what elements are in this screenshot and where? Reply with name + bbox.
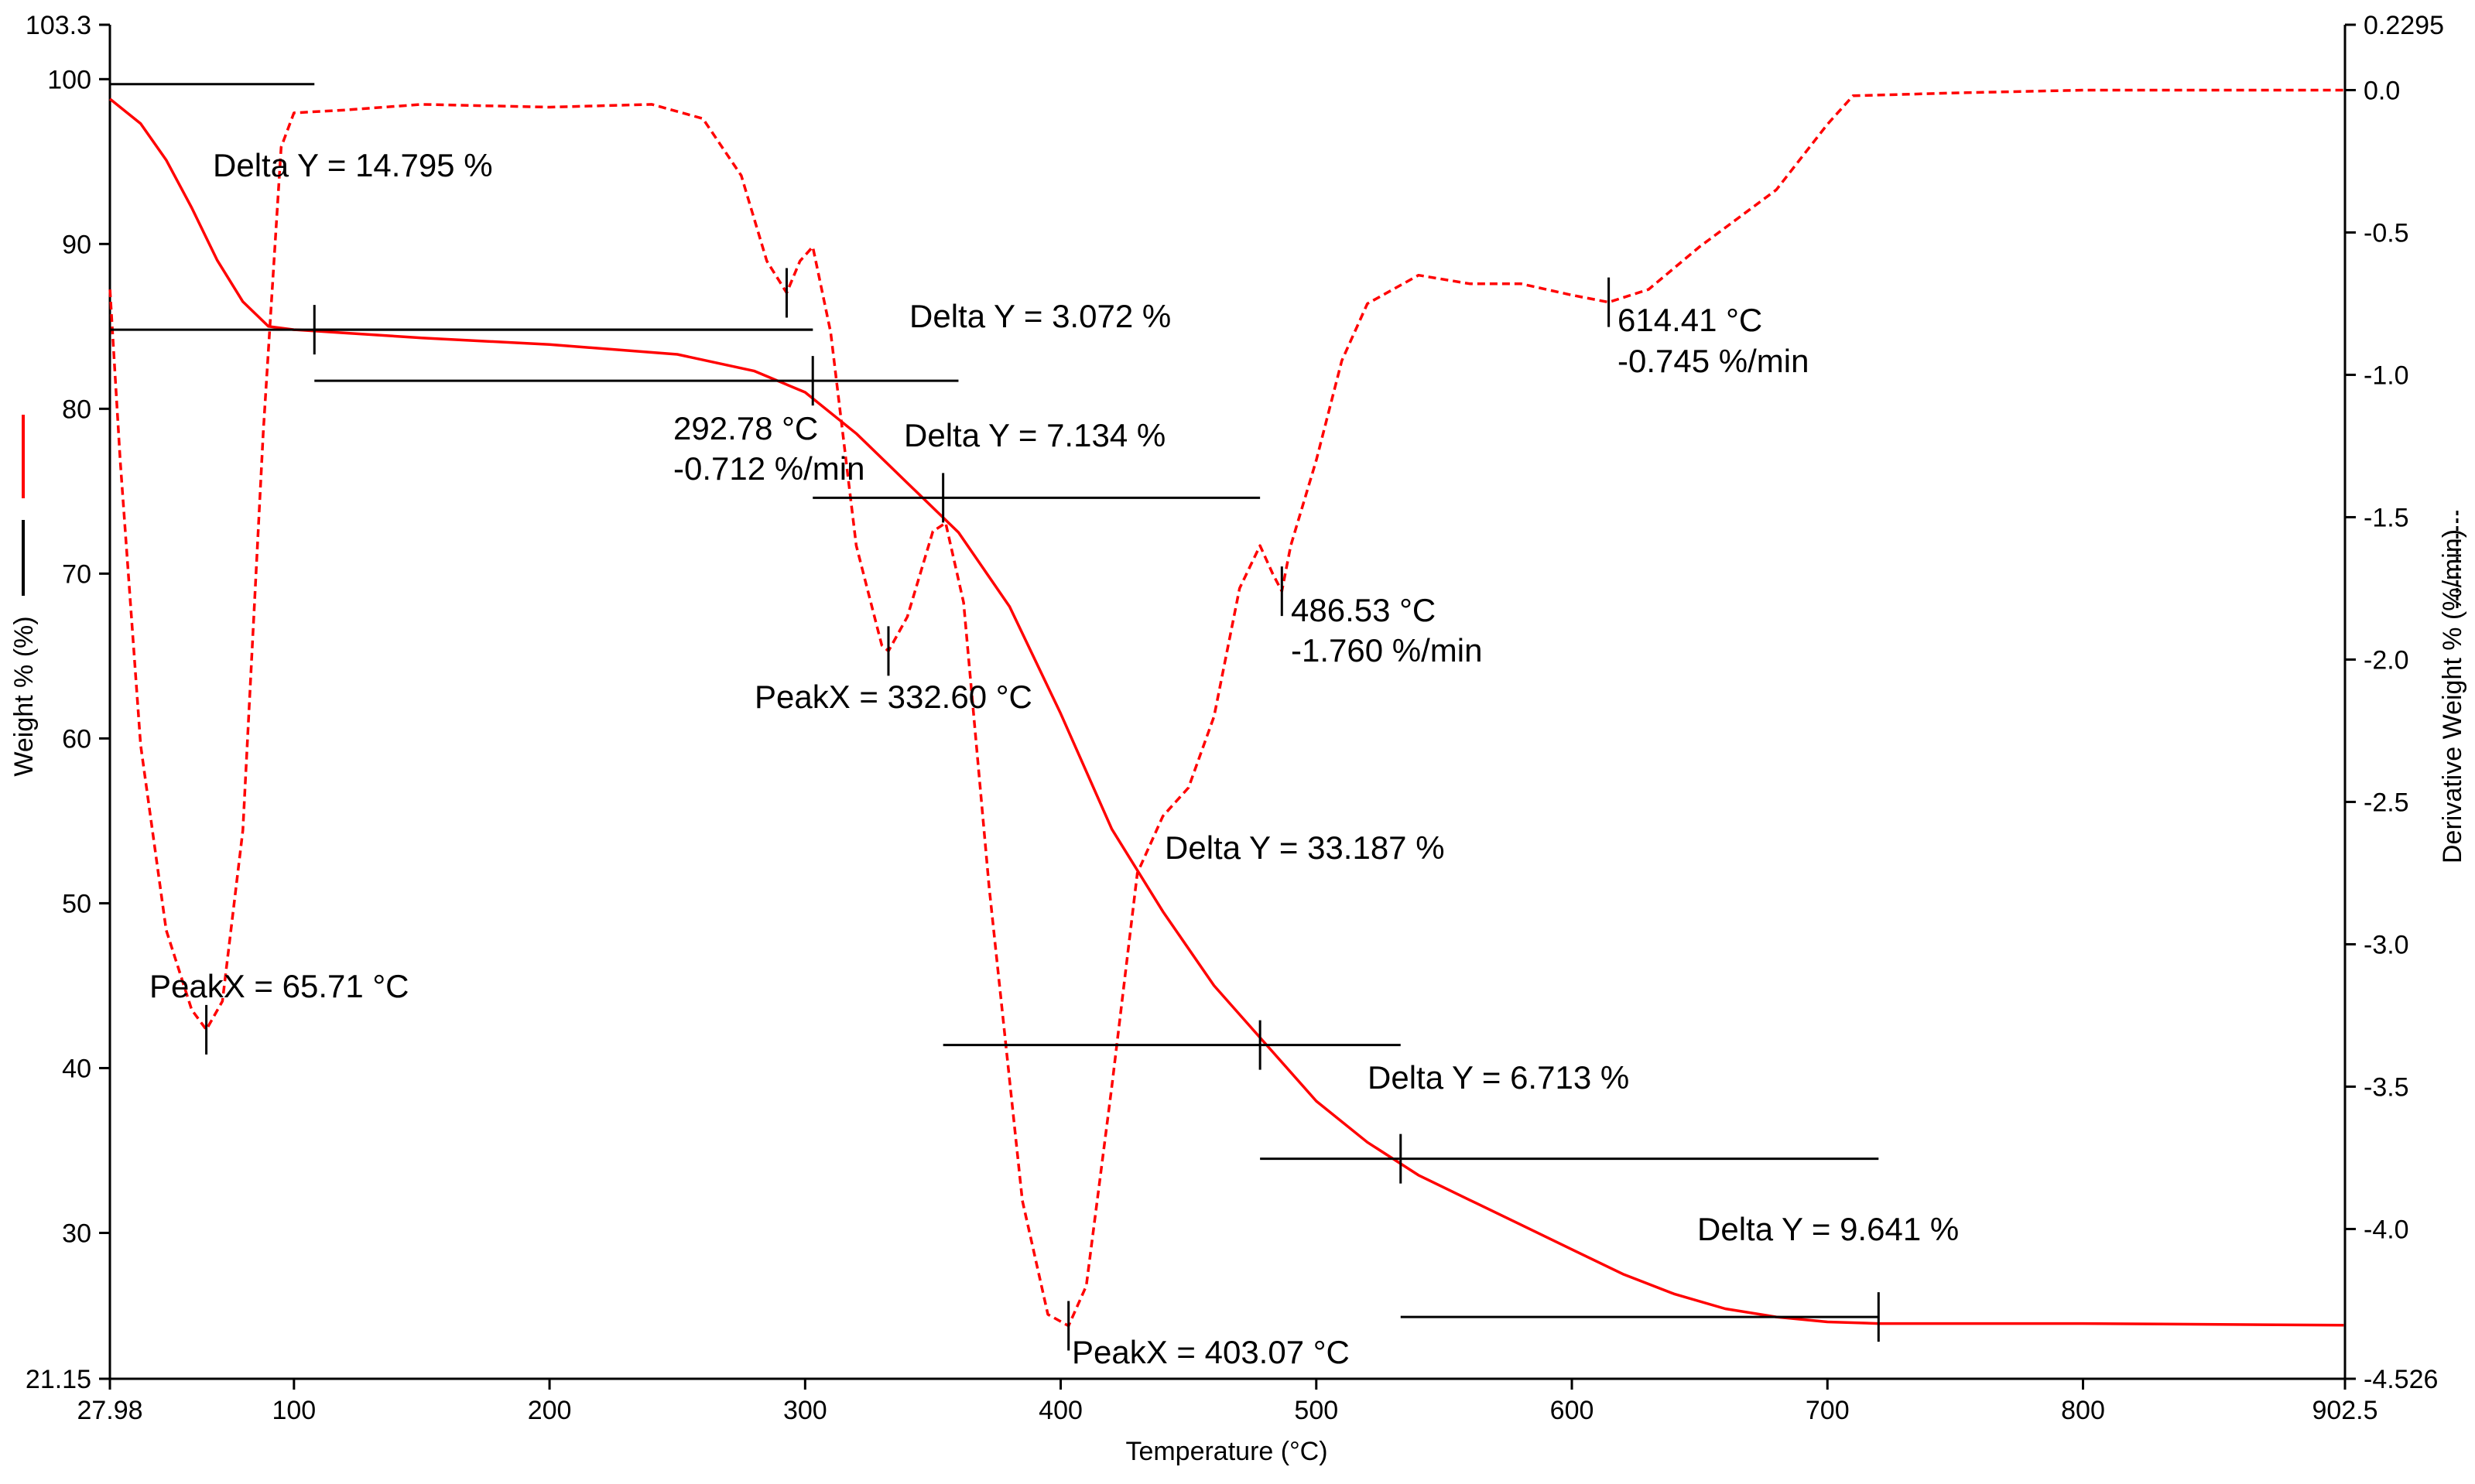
y-left-tick-label: 100: [47, 65, 91, 94]
y-right-tick-label: -2.0: [2364, 645, 2409, 675]
y-right-tick-label: -1.0: [2364, 361, 2409, 390]
weight-percent-line: [109, 97, 2344, 1327]
x-tick-label: 300: [783, 1396, 827, 1425]
annotation-rate-0745: -0.745 %/min: [1617, 343, 1809, 379]
y-left-tick-label: 21.15: [26, 1365, 91, 1394]
y-right-tick-label: -3.0: [2364, 930, 2409, 959]
axes: 27.98 100 200 300 400 500 600 700 800 902.5 21.15 3…: [26, 11, 2444, 1425]
annotation-temp-29278: 292.78 °C: [673, 410, 818, 446]
x-tick-label: 200: [528, 1396, 572, 1425]
y-left-tick-label: 70: [62, 559, 91, 589]
y-left-tick-label: 103.3: [26, 11, 91, 40]
y-right-axis-title: Derivative Weight % (%/min): [2438, 529, 2467, 863]
y-right-tick-label: -1.5: [2364, 503, 2409, 532]
annotation-delta-14795: Delta Y = 14.795 %: [213, 147, 493, 183]
annotation-rate-1760: -1.760 %/min: [1291, 632, 1482, 668]
y-left-axis-title: Weight % (%): [9, 616, 39, 776]
y-left-tick-label: 40: [62, 1054, 91, 1083]
annotation-delta-33187: Delta Y = 33.187 %: [1165, 829, 1445, 866]
y-right-tick-label: -0.5: [2364, 218, 2409, 248]
y-right-tick-label: -4.526: [2364, 1365, 2438, 1394]
x-tick-label: 902.5: [2312, 1396, 2377, 1425]
derivative-weight-line: [108, 88, 2344, 1328]
series-layer: [108, 88, 2344, 1328]
x-tick-label: 27.98: [77, 1396, 142, 1425]
x-tick-label: 500: [1294, 1396, 1338, 1425]
x-axis-title: Temperature (°C): [1125, 1437, 1327, 1466]
y-right-tick-label: -4.0: [2364, 1215, 2409, 1244]
x-tick-label: 100: [272, 1396, 316, 1425]
legend-swatches: [22, 415, 2459, 611]
annotation-peakx-332: PeakX = 332.60 °C: [755, 679, 1032, 715]
annotation-delta-6713: Delta Y = 6.713 %: [1368, 1059, 1629, 1096]
x-tick-label: 800: [2061, 1396, 2105, 1425]
y-right-tick-label: -3.5: [2364, 1072, 2409, 1102]
plot-frame: [108, 25, 2347, 1380]
annotation-peakx-403: PeakX = 403.07 °C: [1072, 1334, 1350, 1370]
x-tick-label: 400: [1039, 1396, 1083, 1425]
annotation-temp-48653: 486.53 °C: [1291, 592, 1436, 628]
x-tick-label: 700: [1806, 1396, 1850, 1425]
y-right-tick-label: 0.2295: [2364, 11, 2444, 40]
y-left-tick-label: 90: [62, 230, 91, 259]
annotation-rate-0712: -0.712 %/min: [673, 450, 864, 487]
y-left-tick-label: 60: [62, 724, 91, 754]
y-right-tick-label: 0.0: [2364, 76, 2400, 105]
x-tick-label: 600: [1550, 1396, 1594, 1425]
y-left-tick-label: 30: [62, 1219, 91, 1248]
annotation-layer: Delta Y = 14.795 % Delta Y = 3.072 % Del…: [149, 147, 1959, 1370]
y-right-tick-label: -2.5: [2364, 788, 2409, 817]
annotation-delta-9641: Delta Y = 9.641 %: [1697, 1211, 1959, 1247]
y-left-tick-label: 80: [62, 395, 91, 424]
annotation-delta-7134: Delta Y = 7.134 %: [904, 417, 1166, 453]
delta-marker-layer: [110, 83, 1880, 1351]
y-left-tick-label: 50: [62, 889, 91, 918]
annotation-temp-61441: 614.41 °C: [1617, 302, 1762, 338]
annotation-delta-3072: Delta Y = 3.072 %: [909, 298, 1171, 334]
annotation-peakx-65: PeakX = 65.71 °C: [149, 968, 409, 1004]
